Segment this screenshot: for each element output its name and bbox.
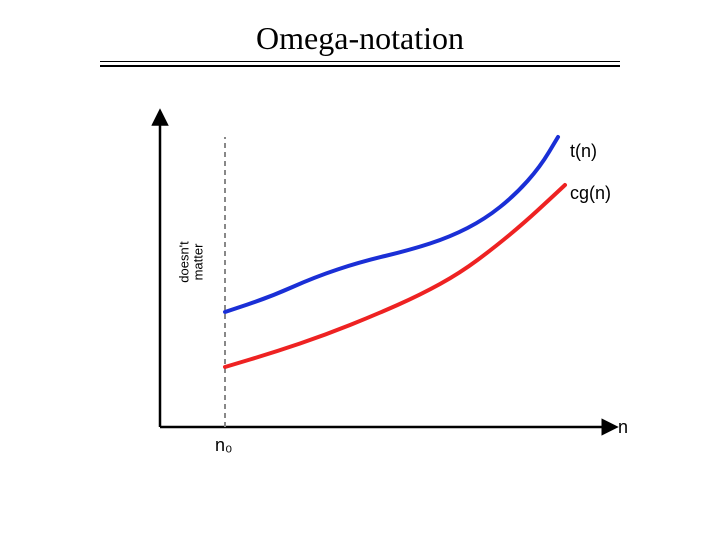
x-axis-label: n [618,417,628,437]
t_n-label: t(n) [570,141,597,161]
svg-text:matter: matter [191,243,206,281]
cg_n-curve [225,185,565,367]
doesnt-matter-label: doesn'tmatter [177,241,206,283]
svg-text:doesn't: doesn't [177,241,192,283]
n0-label: n₀ [215,435,232,455]
page-title: Omega-notation [0,20,720,57]
title-rule [100,61,620,67]
t_n-curve [225,137,558,312]
omega-chart: cg(n) t(n) n n₀ doesn'tmatter [80,87,640,487]
cg_n-label: cg(n) [570,183,611,203]
